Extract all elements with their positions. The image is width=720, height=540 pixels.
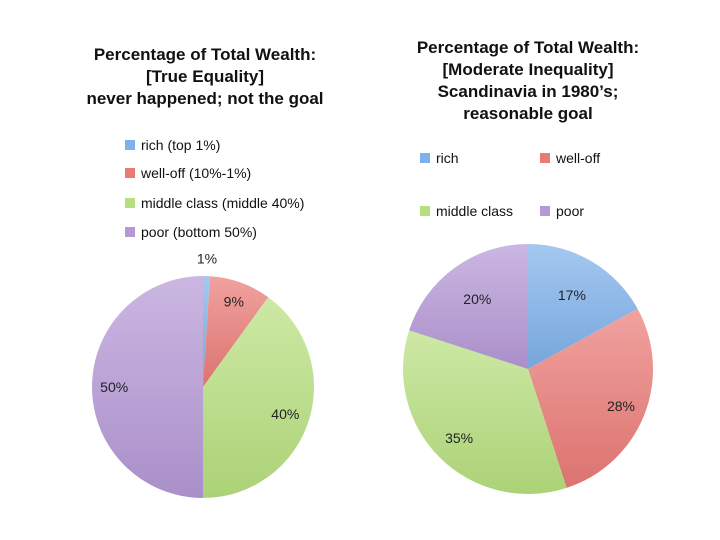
right-title-line-1: Percentage of Total Wealth: <box>416 38 640 57</box>
legend-label: middle class (middle 40%) <box>141 195 305 211</box>
legend-item-well-off-10-1: well-off (10%-1%) <box>125 165 251 181</box>
data-label-middle-class: 35% <box>445 430 473 446</box>
pie-slice-rich <box>528 244 638 369</box>
legend-label: well-off (10%-1%) <box>141 165 252 181</box>
right-title-line-3: Scandinavia in 1980’s; <box>437 82 619 101</box>
data-label-well-off: 28% <box>607 398 635 414</box>
left-title-line-2: [True Equality] <box>145 67 265 86</box>
legend-swatch <box>125 140 135 150</box>
legend-item-rich: rich <box>420 150 459 166</box>
legend-item-well-off: well-off <box>540 150 600 166</box>
legend-swatch <box>125 168 135 178</box>
legend-item-poor-bottom-50: poor (bottom 50%) <box>125 224 257 240</box>
pie-slice-well-off-10-1 <box>203 276 269 387</box>
legend-item-poor: poor <box>540 203 584 219</box>
pie-slice-middle-class-middle-40 <box>203 297 314 498</box>
data-label-middle-class-middle-40: 40% <box>271 406 299 422</box>
data-label-rich: 17% <box>558 287 586 303</box>
legend-swatch <box>540 206 550 216</box>
legend-label: rich <box>436 150 459 166</box>
legend-swatch <box>420 206 430 216</box>
legend-swatch <box>125 198 135 208</box>
left-title-line-3: never happened; not the goal <box>86 89 324 108</box>
legend-label: well-off <box>556 150 601 166</box>
pie-slice-poor-bottom-50 <box>92 276 203 498</box>
pie-slice-well-off <box>528 308 654 488</box>
legend-label: rich (top 1%) <box>141 137 221 153</box>
pie-slice-poor <box>409 244 528 369</box>
data-label-rich-top-1: 1% <box>197 250 217 266</box>
legend-item-middle-class: middle class <box>420 203 513 219</box>
data-label-poor: 20% <box>463 291 491 307</box>
legend-item-middle-class-middle-40: middle class (middle 40%) <box>125 195 304 211</box>
legend-swatch <box>540 153 550 163</box>
pie-slice-rich-top-1 <box>203 276 210 387</box>
legend-swatch <box>125 227 135 237</box>
right-title-line-4: reasonable goal <box>463 104 593 123</box>
legend-item-rich-top-1: rich (top 1%) <box>125 137 220 153</box>
data-label-poor-bottom-50: 50% <box>100 379 128 395</box>
legend-label: poor (bottom 50%) <box>141 224 257 240</box>
legend-swatch <box>420 153 430 163</box>
left-title-line-1: Percentage of Total Wealth: <box>93 45 317 64</box>
data-label-well-off-10-1: 9% <box>224 293 244 309</box>
legend-label: poor <box>556 203 585 219</box>
right-title-line-2: [Moderate Inequality] <box>442 60 614 79</box>
legend-label: middle class <box>436 203 514 219</box>
right-chart-title: Percentage of Total Wealth: [Moderate In… <box>378 37 678 125</box>
left-chart-title: Percentage of Total Wealth: [True Equali… <box>50 44 360 110</box>
pie-slice-middle-class <box>403 330 567 494</box>
